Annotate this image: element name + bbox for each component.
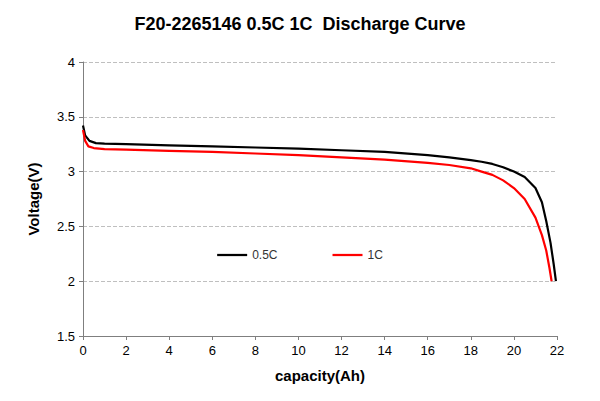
svg-text:0: 0 [79, 343, 86, 358]
svg-text:22: 22 [550, 343, 564, 358]
svg-text:18: 18 [464, 343, 478, 358]
svg-text:F20-2265146 0.5C 1C Discharge: F20-2265146 0.5C 1C Discharge Curve [134, 14, 465, 34]
svg-text:1.5: 1.5 [57, 329, 75, 344]
svg-text:2: 2 [68, 274, 75, 289]
svg-text:16: 16 [420, 343, 434, 358]
svg-text:4: 4 [166, 343, 173, 358]
svg-text:20: 20 [507, 343, 521, 358]
svg-text:Voltage(V): Voltage(V) [25, 162, 42, 235]
svg-text:14: 14 [377, 343, 391, 358]
svg-text:6: 6 [209, 343, 216, 358]
svg-text:2: 2 [122, 343, 129, 358]
svg-text:8: 8 [252, 343, 259, 358]
svg-text:10: 10 [291, 343, 305, 358]
svg-text:3.5: 3.5 [57, 109, 75, 124]
svg-text:12: 12 [334, 343, 348, 358]
svg-text:3: 3 [68, 164, 75, 179]
svg-text:4: 4 [68, 55, 75, 70]
svg-text:0.5C: 0.5C [252, 248, 278, 262]
svg-text:2.5: 2.5 [57, 219, 75, 234]
svg-text:capacity(Ah): capacity(Ah) [275, 367, 365, 384]
svg-text:1C: 1C [368, 248, 384, 262]
